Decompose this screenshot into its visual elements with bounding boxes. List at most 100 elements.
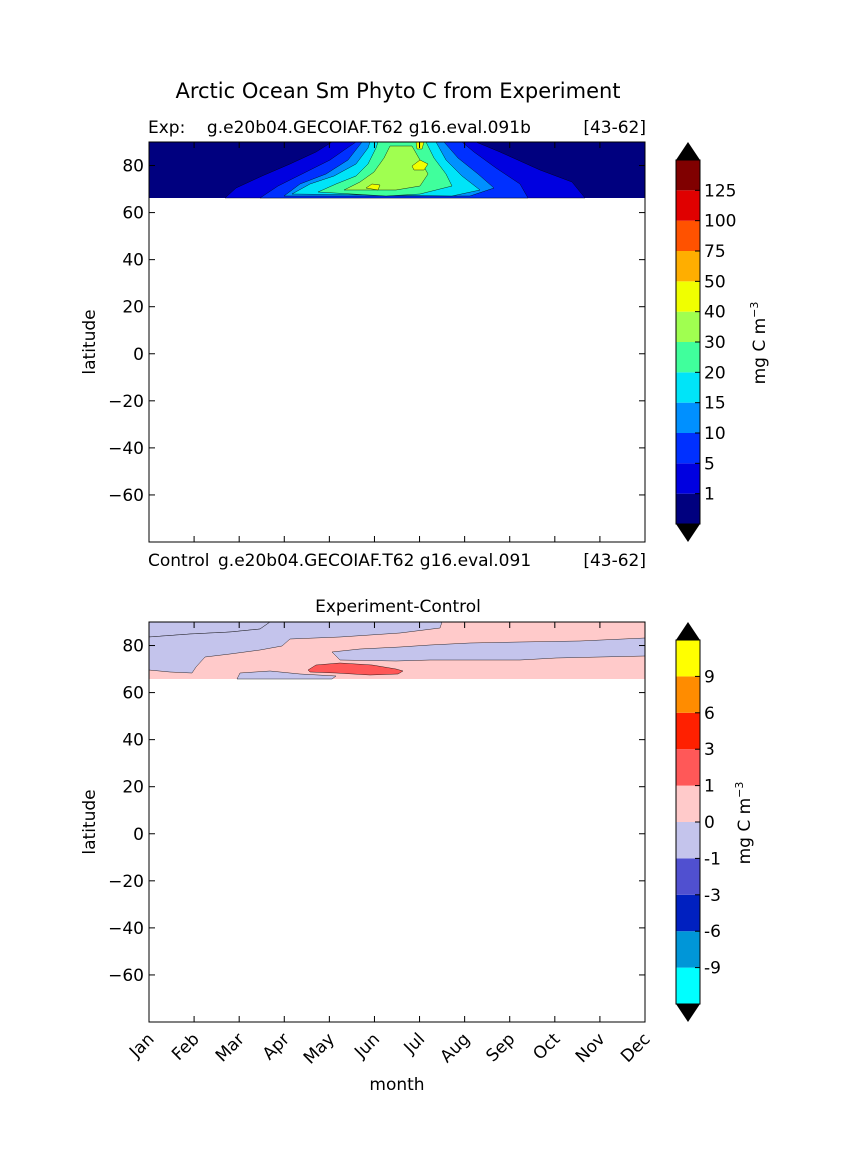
top-colorbar-tick-label: 125 — [704, 181, 736, 201]
bottom-colorbar-tick-label: 3 — [704, 740, 715, 760]
top-colorbar-extend-min — [676, 524, 700, 542]
top-colorbar-extend-max — [676, 142, 700, 160]
bottom-colorbar-units-exp: −3 — [733, 782, 746, 798]
bottom-ytick-label: 60 — [122, 684, 144, 704]
bottom-xtick-label: Aug — [437, 1029, 475, 1067]
top-colorbar-swatch — [676, 342, 700, 373]
bottom-colorbar-swatch — [676, 931, 700, 968]
top-colorbar-swatch — [676, 190, 700, 221]
top-colorbar-swatch — [676, 311, 700, 342]
bottom-xtick-label: Mar — [212, 1029, 249, 1066]
bottom-colorbar-swatch — [676, 712, 700, 750]
top-colorbar-tick-label: 1 — [704, 485, 715, 505]
bottom-xtick-label: Dec — [617, 1029, 654, 1066]
bottom-colorbar-tick-label: 9 — [704, 667, 715, 687]
bottom-axes: 80 60 40 20 0 −20 −40 −60 Jan Feb Mar Apr May Jun Jul A… — [108, 621, 655, 1068]
bottom-colorbar-tick-label: 6 — [704, 704, 715, 724]
bottom-xtick-label: Nov — [572, 1029, 610, 1067]
top-colorbar-units: mg C m−3 — [748, 302, 770, 385]
bottom-xtick-label: Sep — [482, 1029, 519, 1066]
bottom-colorbar-tick-label: -6 — [704, 922, 721, 942]
bottom-colorbar-tick-label: -1 — [704, 849, 721, 869]
top-colorbar-swatch — [676, 281, 700, 312]
top-ytick-label: 20 — [122, 298, 144, 318]
top-colorbar-tick-label: 20 — [704, 363, 726, 383]
top-axes-frame — [148, 141, 646, 543]
bottom-ytick-label: −20 — [108, 872, 144, 892]
bottom-xtick-label: Jul — [400, 1029, 429, 1058]
top-colorbar-tick-label: 75 — [704, 242, 726, 262]
exp-range-label: [43-62] — [583, 118, 646, 138]
bottom-ytick-label: −40 — [108, 919, 144, 939]
top-colorbar-swatch — [676, 251, 700, 282]
bottom-colorbar-swatch — [676, 676, 700, 713]
bottom-ytick-label: 40 — [122, 731, 144, 751]
top-colorbar-swatch — [676, 463, 700, 494]
top-colorbar-swatch — [676, 372, 700, 403]
diff-title: Experiment-Control — [315, 597, 481, 617]
bottom-colorbar-tick-label: -9 — [704, 959, 721, 979]
bottom-level-m1-0-b — [149, 622, 443, 674]
top-contour-field — [149, 142, 645, 199]
bottom-ytick-label: 80 — [122, 637, 144, 657]
bottom-level-m1-0-d — [236, 670, 337, 680]
bottom-ytick-label: 20 — [122, 778, 144, 798]
bottom-colorbar-extend-min — [676, 1004, 700, 1022]
bottom-xlabel: month — [369, 1075, 424, 1095]
bottom-ytick-label: −60 — [108, 966, 144, 986]
bottom-colorbar-swatch — [676, 640, 700, 677]
top-colorbar-tick-label: 40 — [704, 303, 726, 323]
control-range-label: [43-62] — [583, 551, 646, 571]
top-ytick-label: 80 — [122, 157, 144, 177]
bottom-colorbar-swatch — [676, 822, 700, 859]
top-colorbar-swatch — [676, 220, 700, 251]
exp-label: Exp: g.e20b04.GECOIAF.T62 g16.eval.091b — [148, 118, 531, 138]
top-colorbar-tick-label: 15 — [704, 394, 726, 414]
bottom-colorbar-tick-label: 0 — [704, 813, 715, 833]
figure-title: Arctic Ocean Sm Phyto C from Experiment — [175, 79, 620, 103]
top-plot-background — [149, 142, 645, 542]
bottom-colorbar-units-text: mg C m — [735, 798, 755, 865]
top-axes: 80 60 40 20 0 −20 −40 −60 — [108, 141, 646, 543]
top-ytick-label: 0 — [133, 345, 144, 365]
bottom-plot-background — [149, 622, 645, 1022]
top-ytick-label: 60 — [122, 204, 144, 224]
bottom-colorbar-extend-max — [676, 622, 700, 640]
control-case-label: g.e20b04.GECOIAF.T62 g16.eval.091 — [218, 551, 531, 571]
top-ylabel: latitude — [80, 309, 100, 374]
top-ytick-label: 40 — [122, 251, 144, 271]
top-colorbar-tick-label: 30 — [704, 333, 726, 353]
bottom-contour-field — [149, 622, 645, 680]
top-colorbar-tick-label: 10 — [704, 424, 726, 444]
top-colorbar-tick-label: 50 — [704, 272, 726, 292]
top-ytick-label: −60 — [108, 486, 144, 506]
bottom-colorbar-swatch — [676, 785, 700, 822]
bottom-colorbar-tick-label: -3 — [704, 886, 721, 906]
top-colorbar-swatch — [676, 433, 700, 464]
bottom-xtick-label: Jan — [125, 1029, 158, 1062]
top-colorbar-swatch — [676, 493, 700, 524]
bottom-level-m1-0-c — [331, 637, 645, 662]
bottom-ylabel: latitude — [80, 789, 100, 854]
top-colorbar-units-text: mg C m — [750, 318, 770, 385]
top-ytick-label: −40 — [108, 439, 144, 459]
top-level-30-40 — [343, 145, 429, 191]
bottom-colorbar-swatch — [676, 894, 700, 932]
top-colorbar-units-exp: −3 — [748, 302, 761, 318]
bottom-colorbar-units: mg C m−3 — [733, 782, 755, 865]
bottom-axes-frame — [148, 621, 646, 1023]
top-ytick-label: −20 — [108, 392, 144, 412]
bottom-xtick-label: Oct — [529, 1029, 564, 1064]
top-colorbar-swatch — [676, 402, 700, 433]
bottom-xtick-label: May — [300, 1029, 339, 1068]
bottom-colorbar-swatch — [676, 749, 700, 786]
top-colorbar-swatch — [676, 160, 700, 191]
top-colorbar-tick-label: 100 — [704, 212, 736, 232]
bottom-xtick-label: Feb — [168, 1029, 203, 1064]
bottom-level-1-3 — [307, 662, 404, 676]
bottom-colorbar-swatch — [676, 967, 700, 1004]
bottom-colorbar: -9 -6 -3 -1 0 1 3 6 9 — [675, 622, 721, 1022]
bottom-colorbar-swatch — [676, 858, 700, 895]
